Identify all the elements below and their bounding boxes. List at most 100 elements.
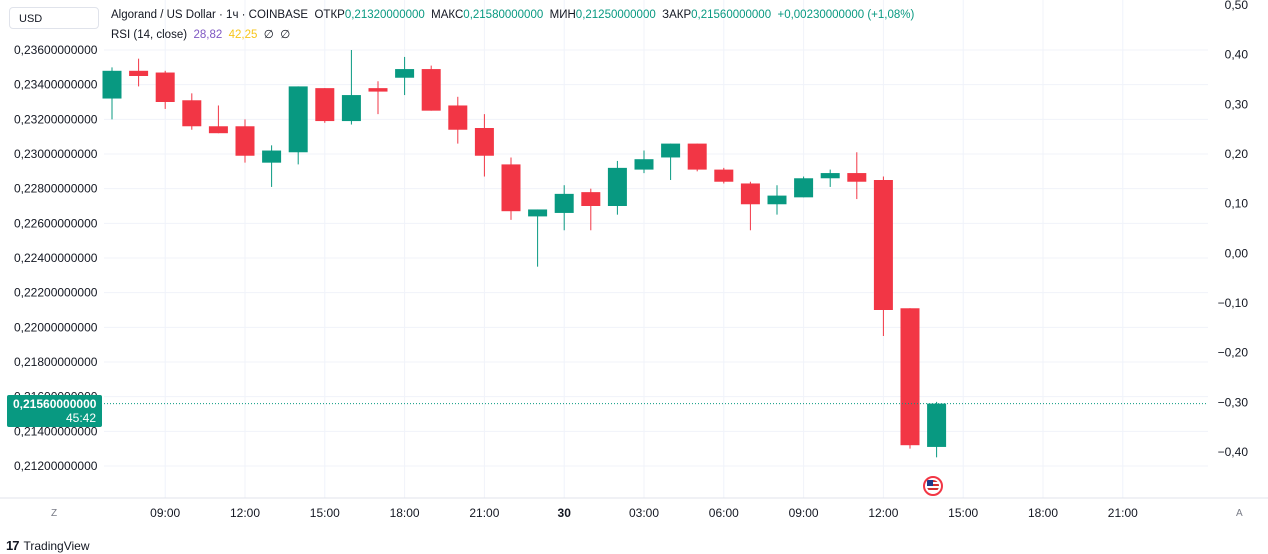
right-axis-tick-label: −0,30 xyxy=(1218,395,1249,409)
rsi-empty-1: ∅ xyxy=(263,29,274,41)
x-axis-tick-label: 21:00 xyxy=(469,506,499,520)
candle xyxy=(501,157,521,220)
left-axis-tick-label: 0,22400000000 xyxy=(14,251,98,265)
left-axis-tick-label: 0,21800000000 xyxy=(14,355,98,369)
candle-body xyxy=(235,126,255,156)
left-axis-tick-label: 0,22000000000 xyxy=(14,320,98,334)
low-value: 0,21250000000 xyxy=(575,9,656,21)
left-axis-tick-label: 0,22600000000 xyxy=(14,216,98,230)
candle-body xyxy=(714,169,734,182)
candle-body xyxy=(554,193,574,213)
currency-selector[interactable]: USD xyxy=(9,7,99,29)
candle xyxy=(235,119,255,163)
candle-body xyxy=(740,183,760,205)
candle xyxy=(208,105,228,134)
candle xyxy=(607,160,627,215)
right-axis-tick-label: 0,00 xyxy=(1225,246,1249,260)
left-axis-tick-label: 0,23600000000 xyxy=(14,43,98,57)
candle-body xyxy=(607,167,627,206)
candle-body xyxy=(501,164,521,212)
left-axis-tick-label: 0,23000000000 xyxy=(14,147,98,161)
x-axis-tick-label: 21:00 xyxy=(1108,506,1138,520)
symbol-title: Algorand / US Dollar · 1ч · COINBASE xyxy=(111,9,309,21)
candle xyxy=(634,150,654,174)
tradingview-logo[interactable]: 17 TradingView xyxy=(6,538,90,553)
rsi-value-1: 28,82 xyxy=(193,29,223,41)
candle xyxy=(528,209,548,267)
us-flag-icon[interactable] xyxy=(923,476,943,496)
x-axis-tick-label: 06:00 xyxy=(709,506,739,520)
candle-body xyxy=(847,173,867,182)
left-axis-tick-label: 0,23400000000 xyxy=(14,78,98,92)
candle-body xyxy=(528,209,548,217)
candle-body xyxy=(581,192,601,206)
current-price-badge: 0,21560000000 45:42 xyxy=(7,395,102,427)
candle-body xyxy=(262,150,282,163)
high-label: МАКС xyxy=(431,9,464,21)
high-value: 0,21580000000 xyxy=(463,9,544,21)
candle-body xyxy=(794,178,814,198)
right-axis-tick-label: 0,30 xyxy=(1225,97,1249,111)
close-label: ЗАКР xyxy=(662,9,692,21)
ohlc-legend: Algorand / US Dollar · 1ч · COINBASE ОТК… xyxy=(111,9,914,21)
candle-body xyxy=(900,308,920,446)
x-axis-tick-label: 15:00 xyxy=(310,506,340,520)
candle-body xyxy=(395,69,415,78)
candle xyxy=(368,81,388,115)
candle-body xyxy=(767,195,787,205)
x-axis-tick-label: 18:00 xyxy=(390,506,420,520)
candle xyxy=(714,167,734,184)
right-axis-tick-label: 0,50 xyxy=(1225,0,1249,12)
rsi-legend[interactable]: RSI (14, close) 28,82 42,25 ∅ ∅ xyxy=(111,27,290,41)
left-axis-tick-label: 0,21400000000 xyxy=(14,424,98,438)
candle xyxy=(288,86,308,165)
rsi-label: RSI (14, close) xyxy=(111,29,188,41)
open-value: 0,21320000000 xyxy=(344,9,425,21)
zoom-toggle-button[interactable]: Z xyxy=(51,508,58,519)
x-axis-tick-label: 09:00 xyxy=(789,506,819,520)
candle-body xyxy=(155,72,175,102)
right-axis-tick-label: 0,20 xyxy=(1225,147,1249,161)
candle-body xyxy=(288,86,308,153)
candle xyxy=(927,401,947,458)
candle xyxy=(102,67,122,120)
candle-body xyxy=(687,143,707,170)
x-axis-tick-label: 12:00 xyxy=(868,506,898,520)
x-axis-tick-label: 12:00 xyxy=(230,506,260,520)
left-axis-tick-label: 0,22200000000 xyxy=(14,286,98,300)
auto-scale-button[interactable]: A xyxy=(1236,508,1243,519)
candle-body xyxy=(129,70,149,76)
candle xyxy=(421,65,441,111)
candle xyxy=(554,185,574,231)
x-axis-tick-label: 30 xyxy=(558,506,572,520)
candle-body xyxy=(208,126,228,134)
right-axis-tick-label: −0,40 xyxy=(1218,445,1249,459)
left-axis-tick-label: 0,22800000000 xyxy=(14,182,98,196)
candle xyxy=(740,181,760,231)
candle-body xyxy=(315,88,335,122)
candle xyxy=(182,93,202,130)
candle-body xyxy=(820,173,840,179)
x-axis-tick-label: 18:00 xyxy=(1028,506,1058,520)
candle xyxy=(794,176,814,198)
candle-body xyxy=(474,128,494,156)
candle xyxy=(448,96,468,144)
candle-body xyxy=(341,95,361,122)
candle-body xyxy=(634,159,654,170)
candle-body xyxy=(102,70,122,99)
left-axis-tick-label: 0,23200000000 xyxy=(14,112,98,126)
candle xyxy=(315,88,335,123)
right-axis-tick-label: −0,20 xyxy=(1218,346,1249,360)
tradingview-name: TradingView xyxy=(23,538,90,553)
candle xyxy=(847,152,867,200)
candle xyxy=(767,185,787,215)
candle xyxy=(129,58,149,87)
open-label: ОТКР xyxy=(314,9,345,21)
current-price-value: 0,21560000000 xyxy=(13,397,97,411)
close-value: 0,21560000000 xyxy=(691,9,772,21)
candle xyxy=(820,169,840,187)
candle xyxy=(687,143,707,172)
candle-body xyxy=(661,143,681,158)
candle xyxy=(262,145,282,187)
